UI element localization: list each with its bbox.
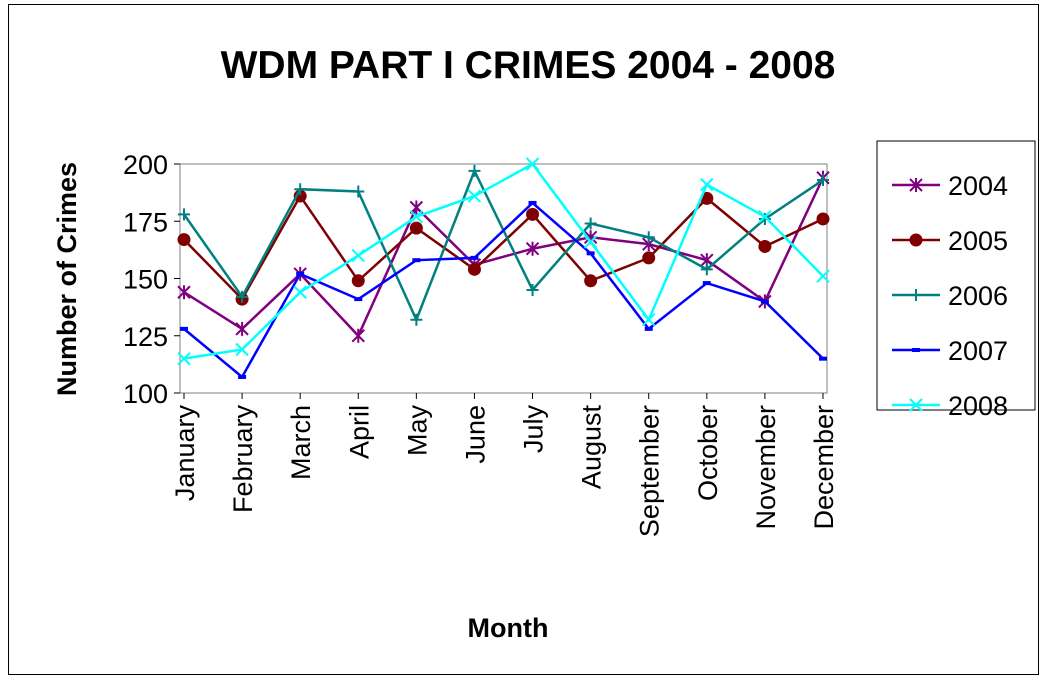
x-axis-label: Month xyxy=(468,613,549,643)
data-point xyxy=(351,248,365,263)
data-point xyxy=(467,189,482,203)
x-tick-label: October xyxy=(693,405,723,501)
legend-swatch-marker xyxy=(909,178,923,192)
legend-item-2007: 2007 xyxy=(892,336,1008,366)
series-layer xyxy=(177,157,830,379)
data-point xyxy=(293,285,307,299)
data-point xyxy=(758,212,771,225)
data-point xyxy=(467,262,481,276)
y-tick-label: 100 xyxy=(123,379,168,409)
legend: 2004 2005 2006 2007 2008 xyxy=(876,140,1036,421)
legend-item-2004: 2004 xyxy=(892,171,1008,201)
data-point xyxy=(700,177,714,192)
data-point xyxy=(177,233,191,247)
series-2007 xyxy=(180,200,827,379)
data-point xyxy=(526,207,540,221)
legend-item-2006: 2006 xyxy=(892,281,1008,311)
data-point xyxy=(468,164,481,177)
data-point xyxy=(177,351,191,366)
data-point xyxy=(816,212,830,226)
data-point xyxy=(235,321,249,336)
series-2008 xyxy=(177,157,830,366)
legend-swatch-marker xyxy=(909,398,923,412)
y-tick-label: 200 xyxy=(123,150,168,180)
x-tick-label: May xyxy=(402,405,432,457)
series-line-2008 xyxy=(183,162,824,360)
legend-label: 2004 xyxy=(948,171,1008,201)
data-point xyxy=(758,239,772,253)
data-point xyxy=(177,285,191,300)
data-point xyxy=(525,241,540,256)
legend-item-2008: 2008 xyxy=(892,391,1008,421)
data-point xyxy=(583,235,598,249)
x-tick-label: June xyxy=(460,405,490,464)
series-line-2004 xyxy=(183,177,825,338)
legend-swatch-marker xyxy=(909,233,923,247)
y-tick-label: 125 xyxy=(123,322,168,352)
x-tick-label: August xyxy=(577,405,607,490)
data-point xyxy=(409,221,423,235)
plot-area xyxy=(179,163,828,394)
legend-label: 2005 xyxy=(948,226,1008,256)
data-point xyxy=(352,185,365,198)
data-point xyxy=(525,157,540,171)
axes: 100 125 150 175 200 January February March April… xyxy=(123,150,839,537)
data-point xyxy=(526,283,539,296)
data-point xyxy=(584,217,597,230)
x-tick-label: January xyxy=(170,405,200,502)
y-tick-label: 175 xyxy=(123,207,168,237)
data-point xyxy=(642,313,656,327)
data-point xyxy=(410,313,423,326)
data-point xyxy=(236,290,249,303)
data-point xyxy=(235,342,249,357)
chart-title: WDM PART I CRIMES 2004 - 2008 xyxy=(221,44,836,87)
legend-label: 2007 xyxy=(948,336,1008,366)
data-point xyxy=(817,174,829,187)
data-point xyxy=(409,209,424,224)
x-tick-label: February xyxy=(228,405,258,514)
data-point xyxy=(178,208,190,221)
data-point xyxy=(294,183,307,196)
y-axis-label: Number of Crimes xyxy=(52,162,82,396)
x-tick-label: December xyxy=(809,405,839,530)
data-point xyxy=(584,274,598,288)
x-tick-label: November xyxy=(751,405,781,530)
legend-swatch-marker xyxy=(910,289,922,301)
data-point xyxy=(351,328,365,343)
x-tick-label: March xyxy=(286,405,316,480)
x-tick-label: July xyxy=(519,405,549,454)
x-tick-label: September xyxy=(635,405,665,537)
data-point xyxy=(642,251,656,265)
data-point xyxy=(642,231,655,244)
legend-label: 2006 xyxy=(948,281,1008,311)
data-point xyxy=(816,269,830,283)
series-line-2007 xyxy=(183,201,824,379)
legend-label: 2008 xyxy=(948,391,1008,421)
data-point xyxy=(758,209,772,224)
x-tick-label: April xyxy=(344,405,374,459)
series-line-2005 xyxy=(183,193,824,302)
legend-item-2005: 2005 xyxy=(892,226,1008,256)
data-point xyxy=(351,274,365,288)
data-point xyxy=(700,263,713,276)
y-tick-label: 150 xyxy=(123,265,168,295)
